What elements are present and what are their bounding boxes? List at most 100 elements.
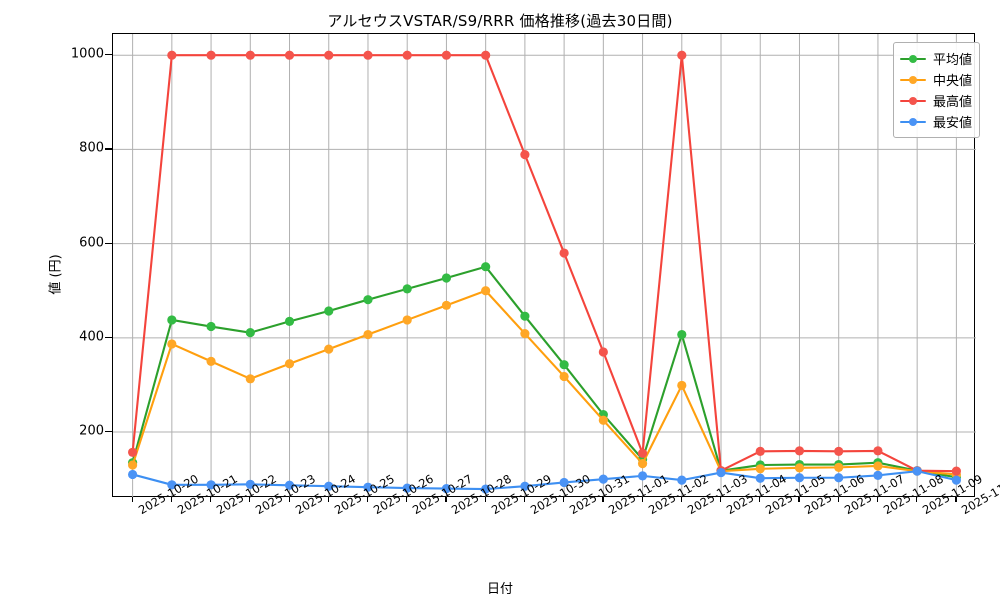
y-axis-tick-mark bbox=[105, 54, 112, 56]
x-axis-tick-label: 2025-10-28 bbox=[449, 472, 514, 518]
x-axis-tick-label: 2025-11-07 bbox=[842, 472, 907, 518]
x-axis-tick-mark bbox=[641, 497, 643, 502]
data-point bbox=[245, 50, 255, 60]
data-point bbox=[284, 50, 295, 60]
legend-label: 最安値 bbox=[933, 116, 973, 131]
data-point bbox=[441, 273, 452, 283]
data-point bbox=[834, 473, 844, 483]
legend-marker-icon bbox=[900, 74, 926, 86]
x-axis-tick-label: 2025-11-08 bbox=[881, 472, 946, 518]
data-point bbox=[402, 284, 412, 294]
data-point bbox=[402, 50, 412, 60]
data-point bbox=[481, 50, 491, 60]
x-axis-tick-label: 2025-10-21 bbox=[175, 472, 240, 518]
data-point bbox=[245, 328, 255, 338]
data-point bbox=[481, 262, 491, 272]
x-axis-tick-label: 2025-10-22 bbox=[214, 472, 279, 518]
x-axis-tick-mark bbox=[523, 497, 526, 502]
data-point bbox=[167, 339, 177, 349]
data-point bbox=[873, 446, 883, 456]
x-axis-tick-mark bbox=[131, 497, 133, 502]
x-axis-tick-mark bbox=[916, 497, 918, 502]
data-point bbox=[363, 295, 373, 305]
x-axis-tick-label: 2025-10-26 bbox=[371, 472, 436, 518]
data-point bbox=[206, 321, 216, 332]
series-line-3 bbox=[131, 470, 958, 491]
data-point bbox=[637, 459, 648, 469]
x-axis-tick-mark bbox=[327, 497, 329, 502]
x-axis-tick-mark bbox=[955, 497, 957, 502]
y-axis-tick-mark bbox=[105, 242, 112, 244]
x-axis-tick-label: 2025-11-05 bbox=[763, 472, 828, 518]
legend-item-3[interactable]: 最安値 bbox=[900, 111, 972, 132]
data-point bbox=[677, 380, 687, 391]
chart-legend: 平均値中央値 最高値最安値 bbox=[893, 42, 981, 138]
data-point bbox=[441, 300, 452, 310]
data-point bbox=[598, 415, 608, 425]
series-line-0 bbox=[131, 265, 958, 479]
legend-marker-icon bbox=[900, 95, 926, 107]
data-point bbox=[677, 50, 687, 60]
data-point bbox=[755, 473, 765, 483]
x-axis-tick-label: 2025-11-10 bbox=[959, 471, 1000, 518]
legend-item-1[interactable]: 中央値 bbox=[900, 69, 972, 90]
data-point bbox=[520, 481, 530, 491]
x-axis-tick-label: 2025-11-06 bbox=[802, 472, 867, 518]
data-point bbox=[363, 329, 373, 340]
x-axis-tick-mark bbox=[406, 497, 408, 502]
data-point bbox=[481, 484, 491, 494]
series-line-2 bbox=[131, 54, 958, 473]
x-axis-tick-label: 2025-11-09 bbox=[920, 472, 985, 518]
series-layer bbox=[128, 50, 961, 494]
x-axis-tick-mark bbox=[837, 497, 839, 502]
data-point bbox=[912, 466, 922, 476]
data-point bbox=[794, 463, 805, 473]
x-axis-tick-mark bbox=[249, 497, 251, 502]
data-point bbox=[834, 446, 844, 456]
y-axis-tick-label: 800 bbox=[79, 140, 104, 156]
data-point bbox=[441, 483, 452, 494]
data-point bbox=[167, 315, 177, 325]
legend-dot-icon bbox=[909, 117, 917, 126]
data-point bbox=[402, 315, 412, 325]
y-axis-tick-label: 1000 bbox=[70, 46, 104, 62]
legend-dot-icon bbox=[909, 54, 917, 63]
data-point bbox=[755, 464, 765, 474]
data-point bbox=[559, 371, 569, 382]
x-axis-tick-mark bbox=[720, 497, 722, 502]
x-axis-tick-label: 2025-11-04 bbox=[724, 472, 789, 518]
x-axis-tick-mark bbox=[876, 497, 879, 502]
data-point bbox=[520, 329, 530, 339]
legend-item-0[interactable]: 平均値 bbox=[900, 48, 972, 69]
data-point bbox=[441, 50, 452, 60]
legend-label: 中央値 bbox=[933, 74, 973, 89]
data-point bbox=[324, 306, 334, 316]
x-axis-label: 日付 bbox=[486, 582, 513, 597]
data-point bbox=[873, 470, 883, 480]
x-axis-tick-label: 2025-10-30 bbox=[528, 472, 593, 518]
x-axis-tick-mark bbox=[798, 497, 800, 502]
x-axis-tick-mark bbox=[759, 497, 761, 502]
data-point bbox=[402, 483, 412, 493]
series-line-1 bbox=[131, 289, 958, 476]
y-axis-tick-mark bbox=[105, 148, 112, 150]
data-point bbox=[324, 344, 334, 354]
data-point bbox=[951, 475, 961, 485]
data-point bbox=[363, 482, 373, 492]
data-point bbox=[794, 473, 805, 483]
legend-marker-icon bbox=[900, 116, 926, 128]
y-axis-tick-mark bbox=[105, 336, 112, 339]
data-point bbox=[873, 461, 883, 471]
x-axis-tick-mark bbox=[366, 497, 369, 502]
y-axis-tick-mark bbox=[105, 431, 112, 433]
legend-item-2[interactable]: 最高値 bbox=[900, 90, 972, 111]
data-point bbox=[206, 356, 216, 366]
data-point bbox=[128, 469, 138, 480]
y-axis-tick-label: 200 bbox=[79, 423, 104, 439]
x-axis-tick-mark bbox=[210, 497, 212, 502]
x-axis-tick-label: 2025-11-01 bbox=[606, 472, 671, 518]
legend-dot-icon bbox=[909, 96, 917, 105]
data-point bbox=[637, 471, 648, 481]
x-axis-tick-mark bbox=[602, 497, 604, 502]
